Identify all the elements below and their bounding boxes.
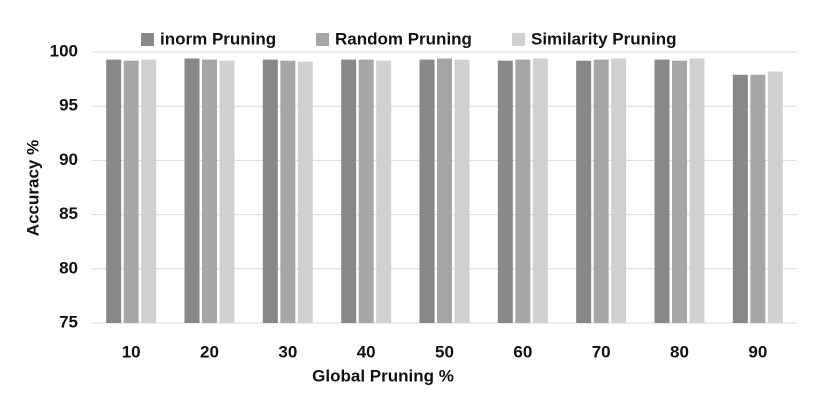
legend-label: inorm Pruning — [160, 29, 276, 48]
bar — [419, 59, 435, 323]
bar — [297, 61, 313, 323]
legend-label: Random Pruning — [335, 29, 472, 48]
bar — [767, 71, 783, 324]
x-tick-label: 70 — [592, 342, 611, 361]
y-tick-label: 100 — [50, 41, 78, 60]
x-tick-label: 50 — [435, 342, 454, 361]
bar — [497, 60, 513, 324]
bar — [280, 60, 296, 324]
bar — [376, 60, 392, 324]
x-tick-label: 40 — [357, 342, 376, 361]
bar — [219, 60, 235, 324]
bar — [732, 74, 748, 323]
bar — [689, 58, 705, 324]
bar — [611, 58, 627, 324]
y-tick-label: 85 — [59, 204, 78, 223]
x-tick-label: 90 — [748, 342, 767, 361]
legend-swatch — [512, 33, 525, 46]
x-tick-label: 20 — [200, 342, 219, 361]
bar — [184, 58, 200, 324]
bar — [341, 59, 357, 323]
bar — [123, 60, 139, 324]
x-tick-label: 30 — [278, 342, 297, 361]
bar — [532, 58, 548, 324]
bar — [576, 60, 592, 324]
y-tick-label: 75 — [59, 312, 78, 331]
y-tick-label: 95 — [59, 96, 78, 115]
bar — [750, 74, 766, 323]
bar — [106, 59, 122, 323]
bar — [437, 58, 452, 324]
bar — [454, 59, 470, 323]
bar — [593, 59, 609, 323]
bar — [515, 59, 531, 323]
x-tick-label: 60 — [513, 342, 532, 361]
x-axis-label: Global Pruning % — [312, 366, 454, 385]
x-tick-label: 10 — [122, 342, 141, 361]
bar — [358, 59, 374, 323]
y-axis-label: Accuracy % — [23, 140, 42, 236]
bar — [202, 59, 217, 323]
bar — [262, 59, 278, 323]
bar — [672, 60, 687, 324]
y-tick-label: 90 — [59, 150, 78, 169]
bar — [141, 59, 157, 323]
bar — [654, 59, 670, 323]
x-tick-label: 80 — [670, 342, 689, 361]
legend-swatch — [316, 33, 329, 46]
legend-swatch — [141, 33, 154, 46]
legend-label: Similarity Pruning — [531, 29, 676, 48]
y-tick-label: 80 — [59, 258, 78, 277]
